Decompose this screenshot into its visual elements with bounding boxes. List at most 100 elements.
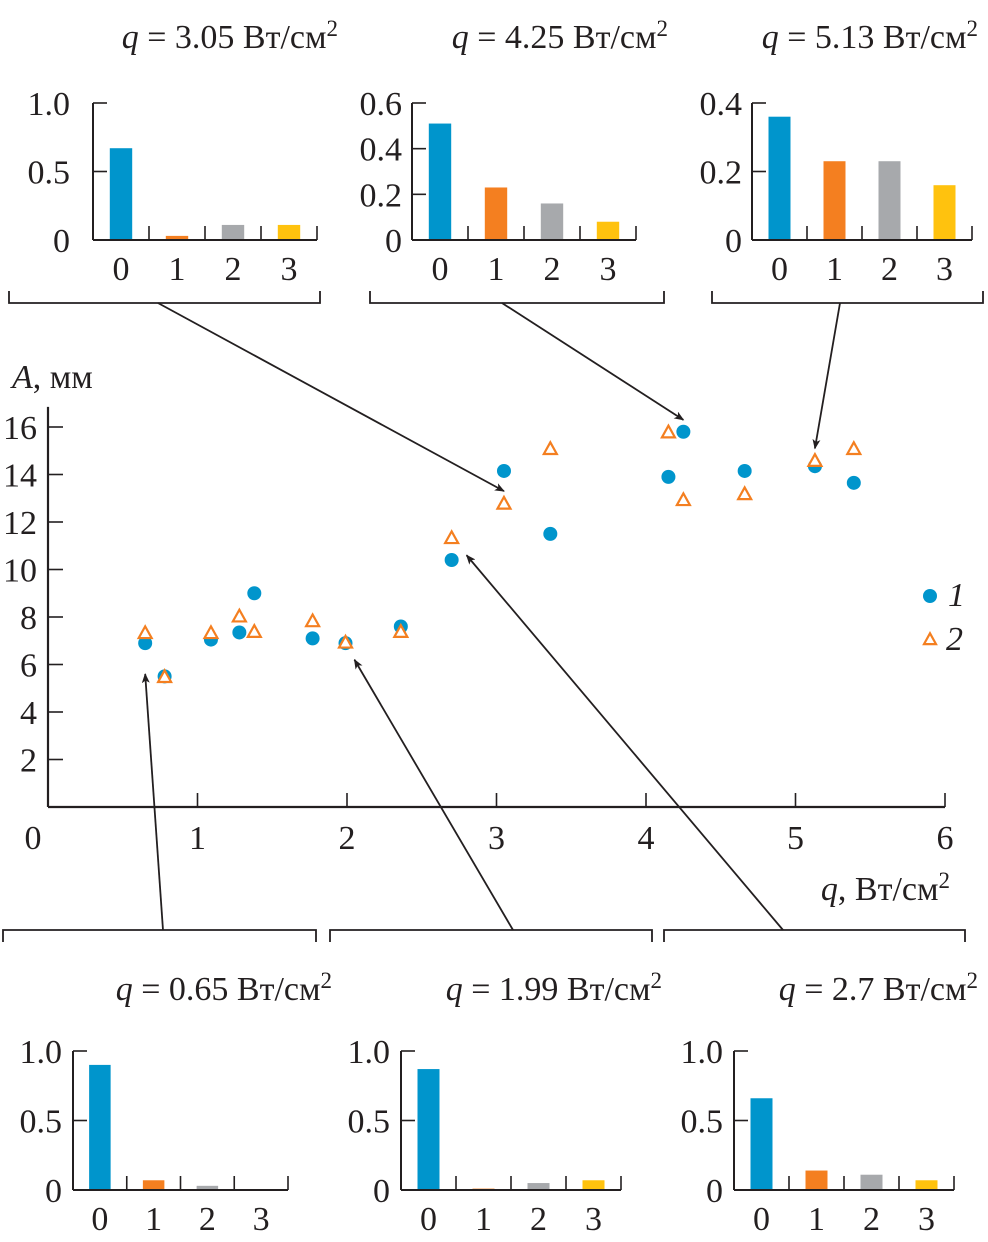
series-1-point [846,475,861,490]
inset-bar-2 [540,203,564,239]
inset-x-tick-label: 2 [881,251,898,288]
inset-title: q = 2.7 Вт/см2 [779,968,978,1009]
inset-title-text: = 1.99 Вт/см [463,971,651,1008]
inset-title-text: = 3.05 Вт/см [139,19,327,56]
inset-bar-3 [596,221,620,239]
y-axis-label: A, мм [10,359,93,396]
inset-bracket [2,929,317,942]
inset-title-var: q [116,971,133,1008]
inset-title-var: q [446,971,463,1008]
series-1-point [661,469,676,484]
series-2-point [337,633,354,649]
inset-bar-0 [89,1064,111,1189]
callout-arrow-2.7 [465,554,784,931]
inset-title: q = 1.99 Вт/см2 [446,968,662,1009]
inset-y-tick-label: 0.6 [360,86,403,123]
inset-title-text: = 5.13 Вт/см [779,19,967,56]
inset-y-tick-label: 0 [725,223,742,260]
inset-bar-3 [277,224,301,239]
inset-bar-0 [428,123,452,239]
series-1-point [737,463,752,478]
callout-arrow-3.05 [157,302,505,492]
inset-title: q = 5.13 Вт/см2 [762,16,978,57]
series-1-point [676,424,691,439]
inset-bracket [329,929,653,942]
inset-bracket [369,291,665,304]
inset-bar-2 [860,1174,883,1189]
x-axis-label: q, Вт/см2 [821,868,950,909]
callout-arrow-5.13 [812,302,841,450]
inset-bar-0 [109,148,133,239]
inset-bar-1 [805,1170,828,1189]
legend-label-2: 2 [946,621,963,658]
inset-y-tick-label: 0.4 [360,132,403,169]
inset-y-tick-label: 1.0 [20,1034,63,1071]
x-tick-label: 6 [937,820,954,857]
y-tick-label: 4 [20,695,37,732]
y-tick-label: 16 [3,410,37,447]
inset-x-tick-label: 0 [753,1201,770,1238]
inset-x-tick-label: 1 [169,251,186,288]
inset-title-sup: 2 [967,16,979,41]
series-2-point [156,668,173,684]
x-axis-label-var: q [821,871,838,908]
inset-x-tick-label: 0 [432,251,449,288]
inset-y-tick-label: 0.4 [700,86,743,123]
inset-y-tick-label: 0 [45,1173,62,1210]
inset-title: q = 0.65 Вт/см2 [116,968,332,1009]
x-tick-label: 4 [638,820,655,857]
y-tick-label: 14 [3,458,37,495]
y-axis-label-var: A [10,359,33,396]
inset-bar-1 [823,161,846,239]
inset-y-tick-label: 0 [385,223,402,260]
series-2-point [736,485,754,501]
series-1-point [496,463,511,478]
inset-y-tick-label: 0.2 [700,155,743,192]
series-2-point [675,491,692,507]
inset-x-tick-label: 0 [420,1201,437,1238]
x-tick-label: 3 [488,820,505,857]
inset-bar-0 [768,116,791,239]
inset-y-tick-label: 1.0 [28,86,71,123]
legend-label-1: 1 [948,577,965,614]
series-2-points [136,423,863,684]
inset-title-text: = 4.25 Вт/см [469,19,657,56]
inset-x-tick-label: 3 [585,1201,602,1238]
inset-x-tick-label: 3 [281,251,298,288]
inset-x-tick-label: 1 [475,1201,492,1238]
callout-arrow-4.25 [501,302,685,421]
series-2-point [443,529,461,545]
inset-title-var: q [762,19,779,56]
inset-y-tick-label: 0.2 [360,177,403,214]
inset-bar-0 [750,1098,773,1189]
inset-title: q = 3.05 Вт/см2 [122,16,338,57]
series-1-point [232,625,247,640]
inset-x-tick-label: 2 [199,1201,216,1238]
x-tick-label: 0 [25,820,42,857]
series-1-point [543,526,558,541]
callout-arrow-0.65 [141,673,164,931]
inset-title-var: q [452,19,469,56]
inset-title-text: = 2.7 Вт/см [796,971,967,1008]
series-2-point [230,607,248,623]
inset-bar-0 [417,1069,440,1189]
series-1-point [138,636,153,651]
inset-y-tick-label: 0.5 [28,155,71,192]
inset-y-tick-label: 0 [53,223,70,260]
series-2-point [806,451,824,467]
x-tick-label: 1 [189,820,206,857]
series-2-point [245,622,263,638]
inset-bar-3 [582,1180,605,1189]
inset-y-tick-label: 0.5 [348,1104,391,1141]
series-2-point [392,622,410,638]
inset-title-sup: 2 [327,16,339,41]
y-tick-label: 2 [20,743,37,780]
inset-x-tick-label: 3 [253,1201,270,1238]
callout-arrow-1.99 [353,658,514,931]
